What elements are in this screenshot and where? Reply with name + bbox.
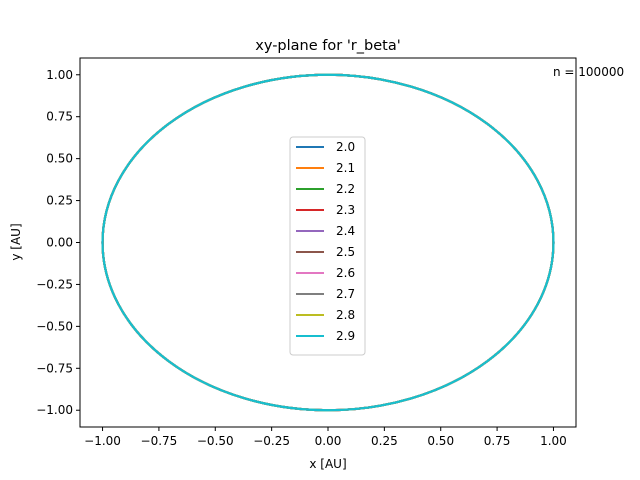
x-tick-label: −1.00	[84, 434, 121, 448]
y-tick-label: 1.00	[46, 68, 73, 82]
x-axis-ticks: −1.00 −0.75 −0.50 −0.25 0.00 0.25 0.50 0.75 1.00	[84, 427, 567, 448]
y-tick-label: 0.75	[46, 110, 73, 124]
legend-label-2.8: 2.8	[336, 308, 355, 322]
legend-label-2.2: 2.2	[336, 182, 355, 196]
x-tick-label: 0.50	[427, 434, 454, 448]
legend-label-2.3: 2.3	[336, 203, 355, 217]
y-axis-label: y [AU]	[9, 223, 23, 260]
orbit-lines	[101, 73, 555, 412]
annotation-n: n = 100000	[553, 65, 624, 79]
legend-box	[289, 136, 366, 356]
x-tick-label: 1.00	[540, 434, 567, 448]
chart-title: xy-plane for 'r_beta'	[255, 38, 400, 54]
x-tick-label: −0.50	[197, 434, 234, 448]
orbit-line-2.9	[101, 73, 555, 412]
y-tick-label: −0.75	[36, 361, 73, 375]
y-tick-label: −0.25	[36, 277, 73, 291]
legend-label-2.1: 2.1	[336, 161, 355, 175]
y-tick-label: 0.25	[46, 194, 73, 208]
legend-label-2.0: 2.0	[336, 140, 355, 154]
y-tick-label: −0.50	[36, 319, 73, 333]
x-tick-label: 0.25	[371, 434, 398, 448]
x-tick-label: 0.00	[315, 434, 342, 448]
y-tick-label: 0.50	[46, 152, 73, 166]
x-tick-label: 0.75	[484, 434, 511, 448]
legend-label-2.9: 2.9	[336, 329, 355, 343]
legend-label-2.6: 2.6	[336, 266, 355, 280]
legend-label-2.4: 2.4	[336, 224, 355, 238]
legend: 2.0 2.1 2.2 2.3 2.4 2.5 2.6 2.7 2.8 2.9	[289, 136, 366, 356]
legend-label-2.5: 2.5	[336, 245, 355, 259]
x-tick-label: −0.25	[253, 434, 290, 448]
y-axis-ticks: −1.00 −0.75 −0.50 −0.25 0.00 0.25 0.50 0.75 1.00	[36, 68, 80, 417]
y-tick-label: −1.00	[36, 403, 73, 417]
y-tick-label: 0.00	[46, 236, 73, 250]
x-axis-label: x [AU]	[309, 457, 346, 471]
legend-label-2.7: 2.7	[336, 287, 355, 301]
x-tick-label: −0.75	[141, 434, 178, 448]
